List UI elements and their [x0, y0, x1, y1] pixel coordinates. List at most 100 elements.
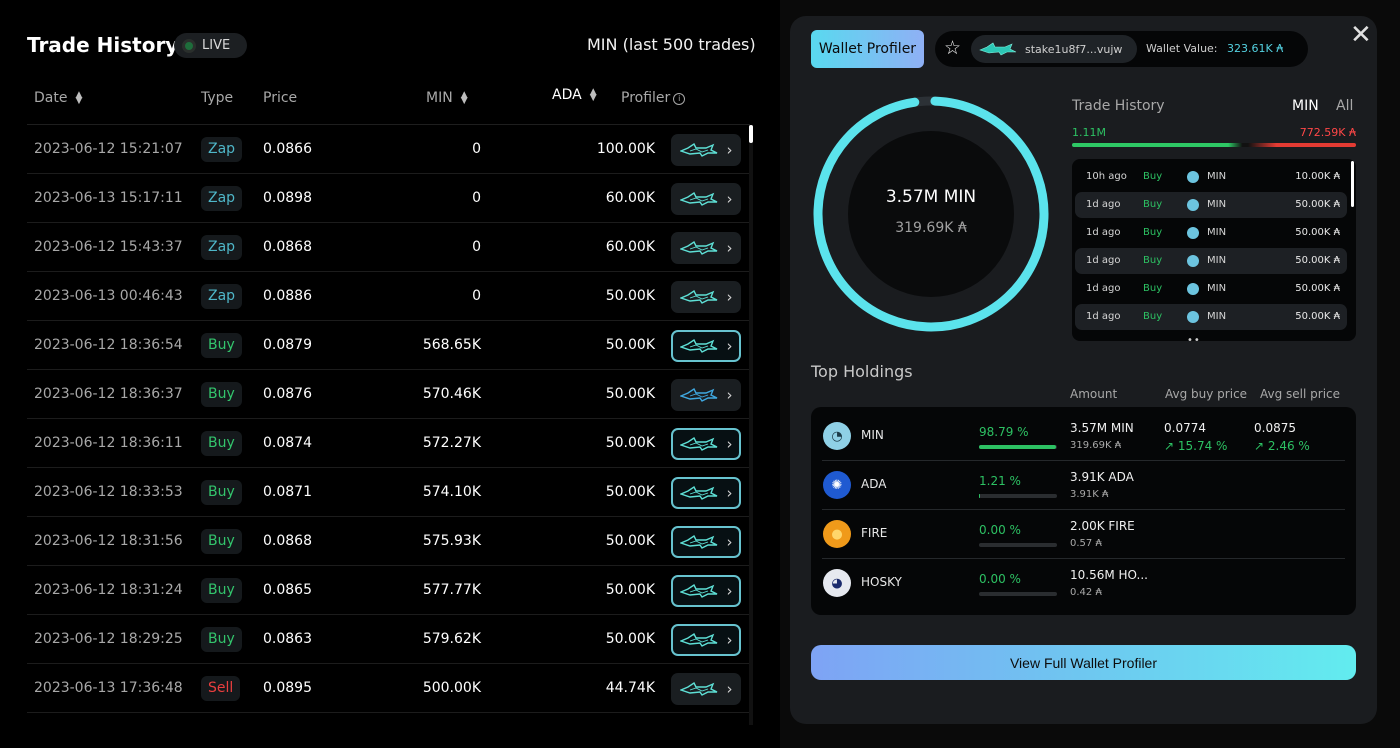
trade-price: 0.0879 — [263, 337, 312, 353]
top-holdings-title: Top Holdings — [811, 362, 913, 381]
profiler-button[interactable]: › — [671, 624, 741, 656]
trade-date: 2023-06-12 18:31:56 — [34, 533, 183, 549]
shark-icon — [679, 142, 717, 157]
trade-type-badge: Zap — [201, 284, 243, 309]
table-row[interactable]: 2023-06-12 18:29:25 Buy 0.0863 579.62K 5… — [27, 615, 750, 664]
view-full-wallet-profiler-button[interactable]: View Full Wallet Profiler — [811, 645, 1356, 680]
table-row[interactable] — [27, 713, 750, 724]
profiler-button[interactable]: › — [671, 232, 741, 264]
wallet-address-pill[interactable]: stake1u8f7...vujw — [971, 35, 1137, 63]
holding-row[interactable]: ● FIRE 0.00 % 2.00K FIRE 0.57 ₳ — [811, 509, 1356, 558]
star-icon[interactable]: ☆ — [944, 37, 962, 59]
chevron-right-icon: › — [726, 239, 733, 257]
sort-icon[interactable]: ▲ ▼ — [589, 87, 597, 103]
sort-icon[interactable]: ▲ ▼ — [460, 90, 468, 106]
table-row[interactable]: 2023-06-12 18:36:11 Buy 0.0874 572.27K 5… — [27, 419, 750, 468]
table-row[interactable]: 2023-06-13 00:46:43 Zap 0.0886 0 50.00K … — [27, 272, 750, 321]
table-row[interactable]: 2023-06-12 18:31:56 Buy 0.0868 575.93K 5… — [27, 517, 750, 566]
trade-type-badge: Buy — [201, 480, 242, 505]
row-divider — [822, 558, 1345, 559]
trade-min-amount: 575.93K — [422, 533, 481, 549]
info-icon[interactable]: i — [673, 93, 686, 105]
chevron-right-icon: › — [726, 582, 733, 600]
chevron-right-icon: › — [726, 141, 733, 159]
holding-ada-value: 3.91K ₳ — [1070, 489, 1109, 500]
trade-date: 2023-06-12 18:36:37 — [34, 386, 183, 402]
holding-name: MIN — [861, 428, 884, 442]
profiler-button[interactable]: › — [671, 330, 741, 362]
min-token-icon — [1187, 255, 1199, 267]
sort-icon[interactable]: ▲ ▼ — [75, 90, 83, 106]
trade-history-subtitle: MIN (last 500 trades) — [587, 35, 756, 54]
mini-trade-row[interactable]: 1d ago Buy MIN 50.00K ₳ — [1075, 248, 1347, 274]
live-badge[interactable]: LIVE — [174, 33, 247, 58]
table-row[interactable]: 2023-06-13 17:36:48 Sell 0.0895 500.00K … — [27, 664, 750, 713]
column-date[interactable]: Date ▲ ▼ — [34, 90, 82, 106]
table-row[interactable]: 2023-06-12 15:21:07 Zap 0.0866 0 100.00K… — [27, 125, 750, 174]
table-row[interactable]: 2023-06-13 15:17:11 Zap 0.0898 0 60.00K … — [27, 174, 750, 223]
mini-trade-row[interactable]: 1d ago Buy MIN 50.00K ₳ — [1075, 304, 1347, 330]
table-row[interactable]: 2023-06-12 18:36:37 Buy 0.0876 570.46K 5… — [27, 370, 750, 419]
trade-ada-amount: 60.00K — [605, 239, 655, 255]
mini-trade-history-title: Trade History — [1072, 98, 1165, 114]
table-scrollbar[interactable] — [749, 125, 753, 725]
mini-trade-row[interactable]: 1d ago Buy MIN 50.00K ₳ — [1075, 276, 1347, 302]
profiler-button[interactable]: › — [671, 428, 741, 460]
holding-name: ADA — [861, 477, 887, 491]
mini-trade-row[interactable]: 10h ago Buy MIN 10.00K ₳ — [1075, 164, 1347, 190]
profiler-button[interactable]: › — [671, 673, 741, 705]
profiler-button[interactable]: › — [671, 477, 741, 509]
table-row[interactable]: 2023-06-12 18:33:53 Buy 0.0871 574.10K 5… — [27, 468, 750, 517]
mini-list-scrollbar[interactable] — [1351, 161, 1354, 207]
tab-all[interactable]: All — [1336, 98, 1354, 114]
scrollbar-thumb[interactable] — [749, 125, 753, 143]
sell-total: 772.59K ₳ — [1299, 126, 1356, 139]
profiler-button[interactable]: › — [671, 526, 741, 558]
close-icon[interactable]: ✕ — [1350, 20, 1372, 50]
table-row[interactable]: 2023-06-12 18:31:24 Buy 0.0865 577.77K 5… — [27, 566, 750, 615]
mini-trade-row[interactable]: 1d ago Buy MIN 50.00K ₳ — [1075, 220, 1347, 246]
tab-min[interactable]: MIN — [1292, 98, 1319, 114]
mini-trade-row[interactable]: 1d ago Buy MIN 50.00K ₳ — [1075, 192, 1347, 218]
profiler-button[interactable]: › — [671, 134, 741, 166]
table-row[interactable]: 2023-06-12 18:36:54 Buy 0.0879 568.65K 5… — [27, 321, 750, 370]
trade-date: 2023-06-12 18:33:53 — [34, 484, 183, 500]
mini-trade-coin: MIN — [1207, 199, 1227, 210]
min-token-icon — [1187, 199, 1199, 211]
column-profiler: Profiler i — [621, 90, 686, 106]
more-indicator-icon: •• — [1187, 335, 1201, 341]
holding-row[interactable]: ◔ MIN 98.79 % 3.57M MIN 319.69K ₳ 0.0774… — [811, 411, 1356, 460]
trade-min-amount: 579.62K — [422, 631, 481, 647]
table-row[interactable]: 2023-06-12 15:43:37 Zap 0.0868 0 60.00K … — [27, 223, 750, 272]
profiler-button[interactable]: › — [671, 575, 741, 607]
trade-ada-amount: 44.74K — [605, 680, 655, 696]
holding-percent: 98.79 % — [979, 425, 1029, 439]
mini-trade-time: 1d ago — [1086, 283, 1121, 294]
trade-ada-amount: 50.00K — [605, 435, 655, 451]
column-min[interactable]: MIN ▲ ▼ — [426, 90, 468, 106]
trade-type-badge: Zap — [201, 186, 243, 211]
profiler-button[interactable]: › — [671, 379, 741, 411]
holding-name: HOSKY — [861, 575, 902, 589]
profiler-button[interactable]: › — [671, 183, 741, 215]
column-ada[interactable]: ADA ▲ ▼ — [552, 87, 597, 103]
min-token-icon — [1187, 171, 1199, 183]
holding-row[interactable]: ◕ HOSKY 0.00 % 10.56M HO... 0.42 ₳ — [811, 558, 1356, 607]
holding-ada-value: 0.57 ₳ — [1070, 538, 1102, 549]
holding-row[interactable]: ✺ ADA 1.21 % 3.91K ADA 3.91K ₳ — [811, 460, 1356, 509]
chevron-right-icon: › — [726, 533, 733, 551]
holding-percent: 0.00 % — [979, 523, 1021, 537]
fire-token-icon: ● — [823, 520, 851, 548]
ring-main-value: 3.57M MIN — [885, 187, 977, 207]
holding-percent: 0.00 % — [979, 572, 1021, 586]
trade-ada-amount: 50.00K — [605, 484, 655, 500]
mini-trade-type: Buy — [1143, 283, 1163, 294]
wallet-profiler-button[interactable]: Wallet Profiler — [811, 30, 924, 68]
holding-name: FIRE — [861, 526, 888, 540]
column-ada-label: ADA — [552, 87, 582, 103]
mini-trade-type: Buy — [1143, 227, 1163, 238]
chevron-right-icon: › — [726, 337, 733, 355]
profiler-button[interactable]: › — [671, 281, 741, 313]
trade-min-amount: 574.10K — [422, 484, 481, 500]
min-token-icon — [1187, 227, 1199, 239]
